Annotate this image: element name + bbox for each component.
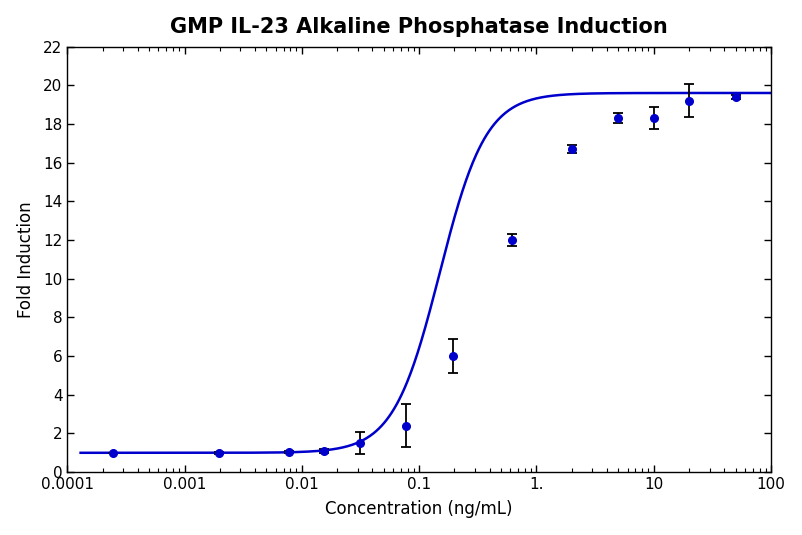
Y-axis label: Fold Induction: Fold Induction [17, 201, 34, 318]
Title: GMP IL-23 Alkaline Phosphatase Induction: GMP IL-23 Alkaline Phosphatase Induction [170, 17, 668, 37]
X-axis label: Concentration (ng/mL): Concentration (ng/mL) [326, 500, 512, 518]
